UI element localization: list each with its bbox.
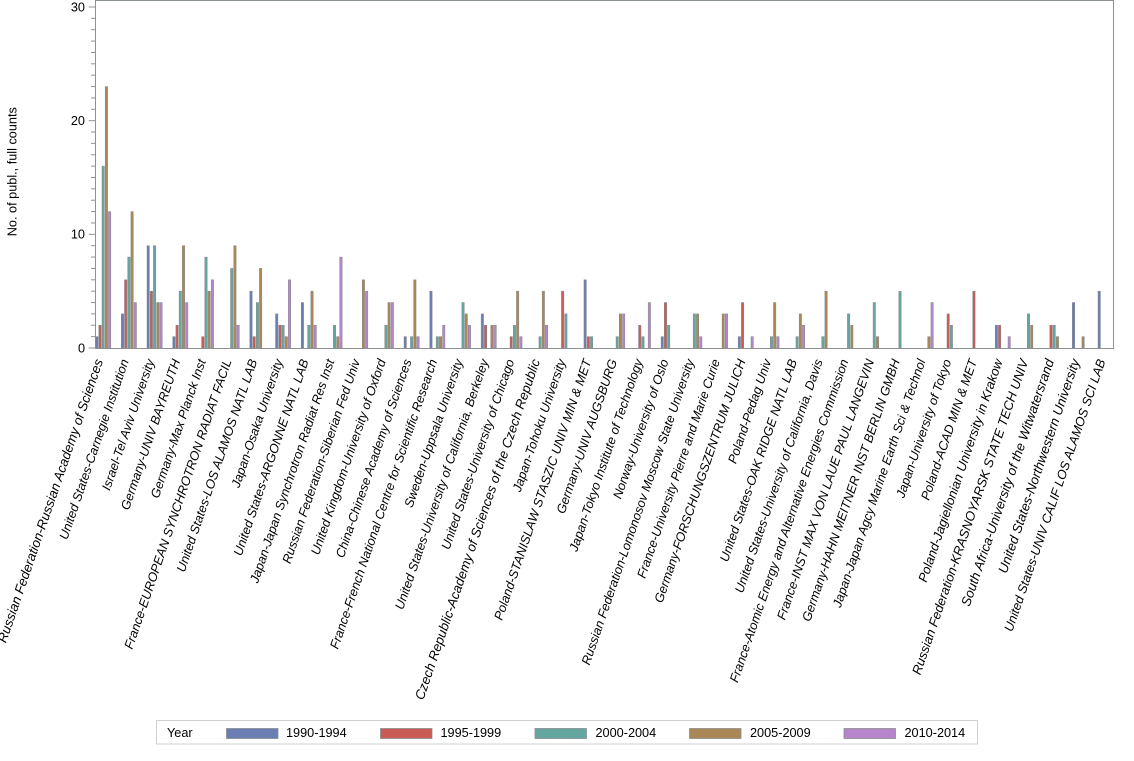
svg-text:0: 0 — [78, 341, 85, 355]
svg-text:1995-1999: 1995-1999 — [441, 726, 502, 740]
svg-text:1990-1994: 1990-1994 — [286, 726, 347, 740]
svg-text:No. of publ., full counts: No. of publ., full counts — [6, 107, 20, 236]
svg-text:Year: Year — [167, 726, 193, 740]
svg-text:2000-2004: 2000-2004 — [596, 726, 657, 740]
svg-text:2010-2014: 2010-2014 — [905, 726, 966, 740]
svg-text:20: 20 — [71, 114, 85, 128]
svg-text:10: 10 — [71, 228, 85, 242]
svg-text:30: 30 — [71, 0, 85, 14]
svg-text:2005-2009: 2005-2009 — [750, 726, 811, 740]
